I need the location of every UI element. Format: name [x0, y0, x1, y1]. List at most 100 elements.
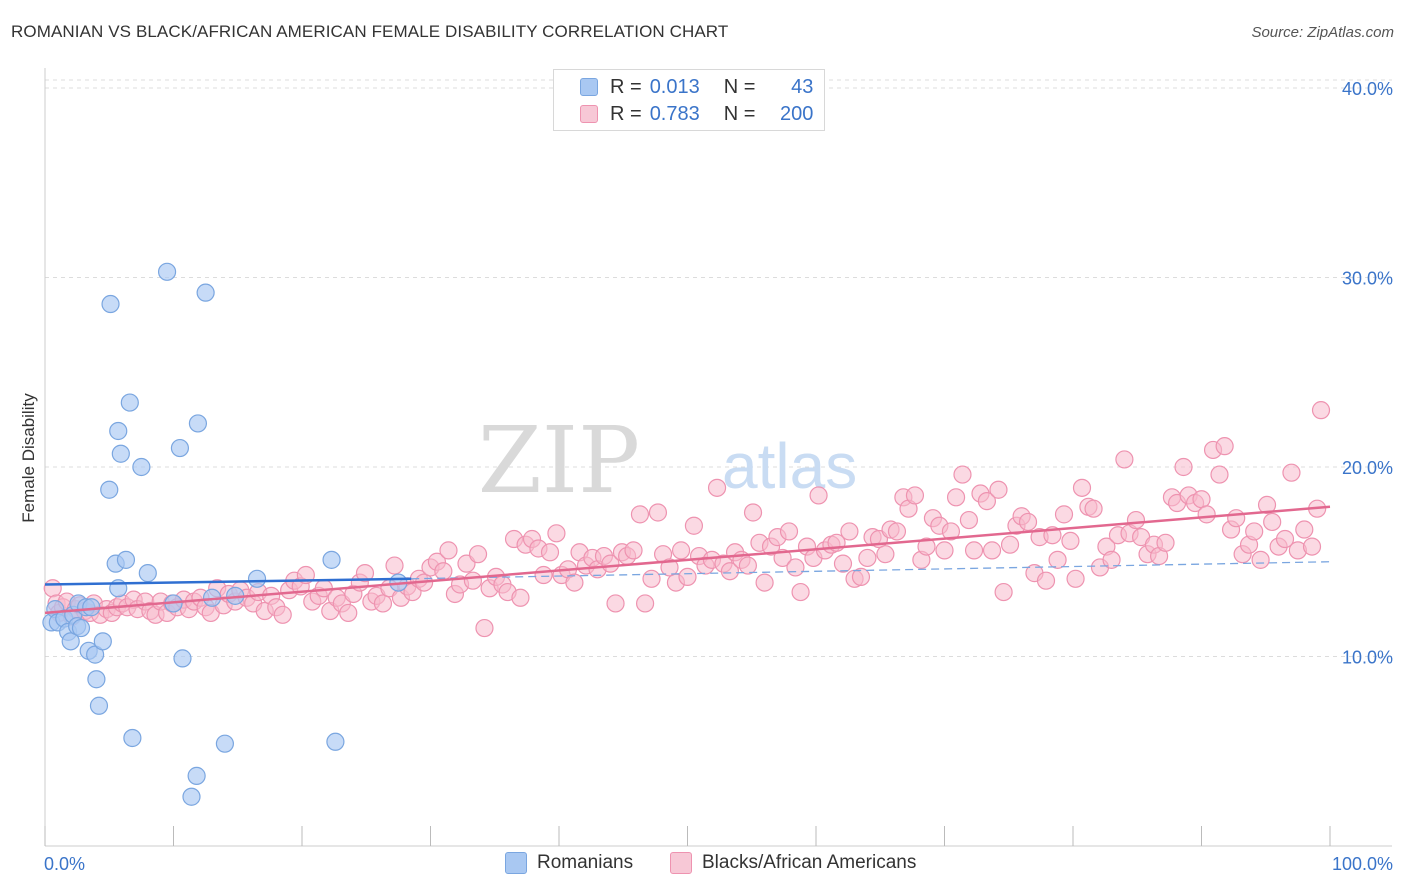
legend-r-label: R =: [610, 75, 642, 98]
x-tick-label-min: 0.0%: [44, 854, 85, 874]
point-blacks: [1066, 569, 1085, 588]
point-blacks: [463, 571, 483, 590]
point-blacks: [994, 582, 1013, 602]
point-romanians: [173, 649, 192, 668]
legend-row-romanians: R = 0.013 N = 43: [580, 74, 813, 100]
point-blacks: [720, 562, 740, 581]
point-blacks: [935, 541, 954, 560]
point-blacks: [858, 548, 877, 568]
point-blacks: [738, 556, 757, 575]
point-blacks: [1061, 531, 1080, 551]
source-label: Source: ZipAtlas.com: [1251, 24, 1394, 41]
point-romanians: [89, 696, 109, 715]
point-blacks: [941, 522, 961, 541]
trend-lines: [44, 505, 1331, 615]
point-blacks: [475, 618, 494, 638]
point-blacks: [511, 588, 530, 607]
point-blacks: [1282, 463, 1301, 482]
x-tick-label-max: 100.0%: [1332, 854, 1393, 874]
legend-n-value: 43: [791, 75, 814, 98]
bottom-legend-label-romanians: Romanians: [537, 852, 634, 873]
point-blacks: [743, 503, 763, 522]
trend-romanians: [44, 577, 412, 586]
point-blacks: [1036, 571, 1056, 590]
point-blacks: [1295, 520, 1314, 539]
y-tick-label: 30.0%: [1342, 269, 1393, 289]
point-blacks: [339, 603, 358, 623]
point-romanians: [109, 421, 128, 441]
point-blacks: [1192, 490, 1211, 509]
point-romanians: [82, 598, 101, 617]
legend-r-value: 0.783: [649, 102, 700, 125]
point-blacks: [1263, 512, 1282, 532]
point-blacks: [1302, 537, 1322, 556]
point-blacks: [1072, 478, 1092, 497]
legend-swatch-romanians: [580, 78, 598, 96]
stats-legend: R = 0.013 N = 43 R = 0.783 N = 200: [553, 69, 825, 131]
point-blacks: [606, 594, 625, 613]
point-romanians: [111, 444, 130, 463]
point-blacks: [1084, 499, 1103, 518]
point-romanians: [123, 728, 142, 748]
point-blacks: [755, 573, 774, 592]
point-romanians: [93, 632, 112, 651]
legend-r-value: 0.013: [649, 75, 700, 98]
point-blacks: [43, 579, 62, 598]
y-tick-label: 40.0%: [1342, 79, 1393, 99]
point-blacks: [953, 465, 972, 484]
point-blacks: [684, 516, 704, 535]
point-blacks: [876, 545, 895, 564]
bottom-legend-label-blacks: Blacks/African Americans: [702, 852, 917, 873]
point-romanians: [170, 438, 190, 458]
point-blacks: [959, 510, 979, 530]
point-romanians: [120, 393, 139, 412]
point-blacks: [273, 605, 292, 624]
axis-labels: 10.0% 20.0% 30.0% 40.0% 0.0% 100.0% Female Dis…: [19, 79, 1393, 874]
point-blacks: [1048, 550, 1067, 569]
point-blacks: [635, 594, 655, 613]
y-axis-title: Female Disability: [19, 393, 38, 523]
point-romanians: [187, 766, 206, 785]
point-blacks: [547, 524, 566, 543]
point-blacks: [468, 545, 488, 564]
legend-n-label: N =: [723, 75, 756, 98]
point-romanians: [157, 262, 177, 281]
bottom-legend-blacks: Blacks/African Americans: [670, 852, 916, 874]
point-romanians: [247, 569, 267, 588]
point-blacks: [678, 567, 697, 587]
point-blacks: [946, 488, 966, 507]
trend-romanians-extrapolated: [411, 561, 1331, 580]
point-blacks: [1227, 509, 1246, 528]
point-blacks: [977, 492, 997, 511]
bottom-legend-romanians: Romanians: [505, 852, 633, 874]
point-blacks: [989, 480, 1008, 499]
point-romanians: [326, 732, 345, 751]
point-blacks: [840, 522, 859, 541]
point-blacks: [565, 573, 584, 592]
axes: [44, 68, 1392, 847]
legend-r-label: R =: [610, 102, 642, 125]
y-tick-label: 20.0%: [1342, 458, 1393, 478]
point-blacks: [809, 486, 828, 505]
point-blacks: [1251, 550, 1270, 569]
point-blacks: [1311, 401, 1331, 420]
legend-swatch-blacks: [580, 105, 598, 123]
bottom-legend-swatch-blacks: [670, 852, 692, 874]
point-blacks: [1275, 529, 1295, 549]
point-blacks: [833, 554, 853, 573]
point-blacks: [1156, 533, 1175, 552]
watermark-atlas: atlas: [722, 430, 857, 502]
point-blacks: [917, 537, 936, 556]
point-blacks: [773, 548, 792, 568]
point-blacks: [779, 522, 799, 541]
point-blacks: [660, 558, 679, 577]
point-blacks: [1257, 495, 1277, 514]
point-blacks: [1000, 535, 1020, 554]
point-blacks: [630, 505, 650, 524]
point-romanians: [100, 480, 119, 499]
point-blacks: [439, 541, 458, 560]
point-blacks: [1054, 505, 1074, 524]
point-blacks: [851, 567, 871, 587]
point-romanians: [188, 414, 208, 433]
point-blacks: [1018, 512, 1038, 532]
